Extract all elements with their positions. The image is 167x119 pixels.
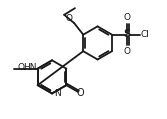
Text: HN: HN: [23, 63, 36, 72]
Text: Cl: Cl: [141, 30, 150, 39]
Text: O: O: [123, 13, 130, 22]
Text: S: S: [123, 29, 130, 39]
Text: O: O: [66, 14, 73, 23]
Text: O: O: [123, 47, 130, 56]
Text: O: O: [77, 88, 85, 98]
Text: O: O: [18, 63, 25, 72]
Text: N: N: [54, 89, 61, 98]
